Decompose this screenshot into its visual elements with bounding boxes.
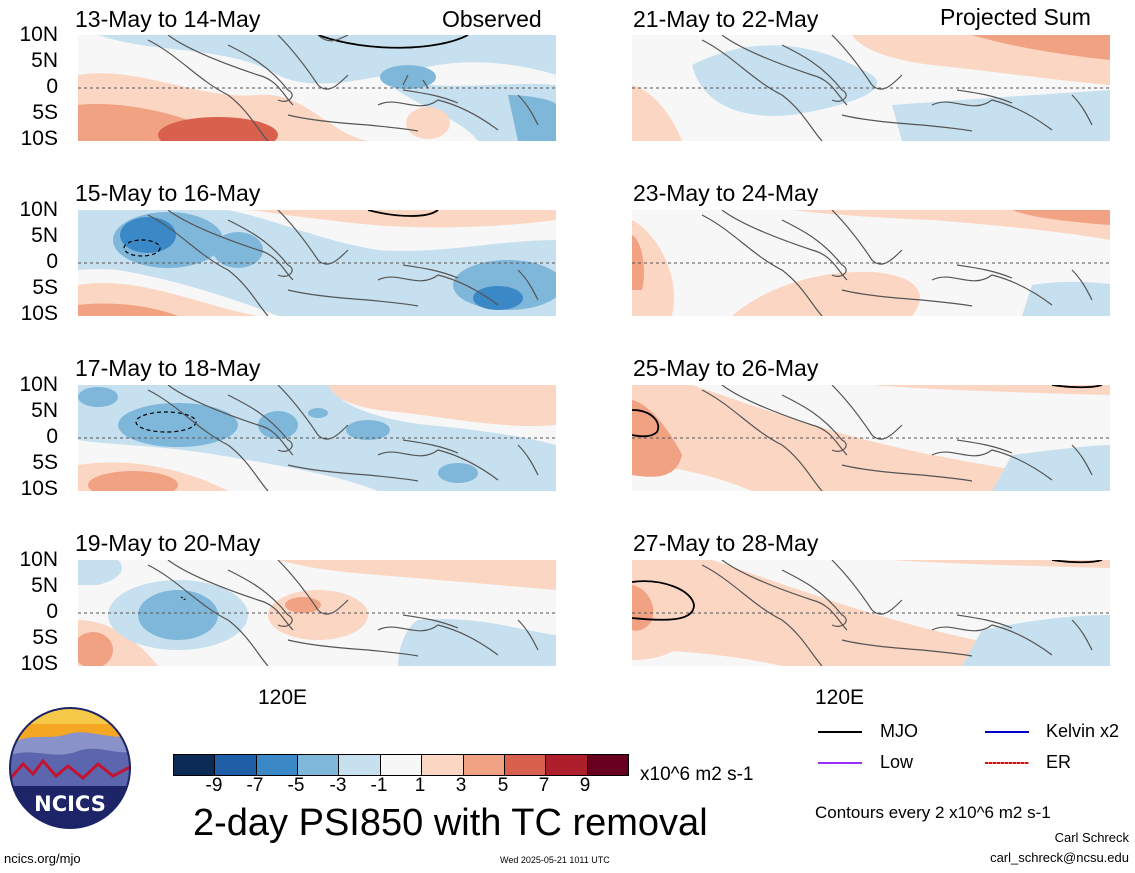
legend-label-mjo: MJO — [880, 721, 918, 741]
panel-title: 17-May to 18-May — [75, 355, 261, 381]
lat-label-10n: 10N — [19, 548, 58, 571]
map-panel-left-1 — [78, 35, 556, 141]
legend-swatch-low — [818, 762, 862, 764]
colorbar-swatch — [174, 755, 215, 775]
map-panel-left-4 — [78, 560, 556, 666]
panel-title: 21-May to 22-May — [633, 6, 819, 32]
colorbar-tick: -3 — [329, 775, 347, 796]
contour-note: Contours every 2 x10^6 m2 s-1 — [815, 803, 1051, 822]
footer-email[interactable]: carl_schreck@ncsu.edu — [990, 850, 1129, 865]
footer-url[interactable]: ncics.org/mjo — [4, 851, 81, 866]
legend-label-er: ER — [1046, 752, 1072, 772]
colorbar-labels: -9 -7 -5 -3 -1 1 3 5 7 9 — [173, 775, 627, 799]
lat-label-10s: 10S — [20, 302, 58, 325]
panel-title: 27-May to 28-May — [633, 530, 819, 556]
colorbar-tick: 9 — [579, 775, 591, 796]
lat-label-10n: 10N — [19, 373, 58, 396]
colorbar-tick: 5 — [497, 775, 509, 796]
lat-label-10s: 10S — [20, 127, 58, 150]
colorbar-swatch — [338, 755, 380, 775]
map-panel-left-3 — [78, 385, 556, 491]
projected-sum-label: Projected Sum — [940, 4, 1091, 30]
lat-label-5s: 5S — [32, 451, 58, 474]
colorbar-tick: 7 — [538, 775, 550, 796]
colorbar-swatch — [462, 755, 504, 775]
lat-label-0: 0 — [46, 425, 58, 448]
colorbar-swatch — [255, 755, 298, 775]
lat-label-5s: 5S — [32, 101, 58, 124]
lat-label-5s: 5S — [32, 276, 58, 299]
legend-label-low: Low — [880, 752, 914, 772]
figure-title: 2-day PSI850 with TC removal — [193, 802, 708, 844]
lat-label-10s: 10S — [20, 477, 58, 500]
colorbar-swatch — [379, 755, 422, 775]
lat-label-0: 0 — [46, 250, 58, 273]
lat-label-5n: 5N — [31, 224, 58, 247]
lat-label-5n: 5N — [31, 399, 58, 422]
map-panel-right-3 — [632, 385, 1110, 491]
colorbar-units: x10^6 m2 s-1 — [640, 764, 754, 785]
panel-title: 25-May to 26-May — [633, 355, 819, 381]
colorbar — [173, 754, 629, 776]
colorbar-swatch — [214, 755, 256, 775]
lat-label-0: 0 — [46, 75, 58, 98]
legend-swatch-mjo — [818, 731, 862, 733]
observed-label: Observed — [442, 6, 542, 32]
panel-title: 15-May to 16-May — [75, 180, 261, 206]
legend-swatch-er — [985, 762, 1029, 764]
ncics-logo-graphic — [9, 707, 131, 829]
panel-title: 23-May to 24-May — [633, 180, 819, 206]
map-panel-right-2 — [632, 210, 1110, 316]
lat-label-5s: 5S — [32, 626, 58, 649]
legend-label-kelvin: Kelvin x2 — [1046, 721, 1120, 741]
lat-label-10n: 10N — [19, 198, 58, 221]
colorbar-swatch — [421, 755, 463, 775]
colorbar-swatch — [545, 755, 587, 775]
panel-title: 13-May to 14-May — [75, 6, 261, 32]
legend-swatch-kelvin — [985, 731, 1029, 733]
lat-label-10s: 10S — [20, 652, 58, 675]
lat-label-10n: 10N — [19, 23, 58, 46]
colorbar-tick: -9 — [205, 775, 223, 796]
lat-label-5n: 5N — [31, 574, 58, 597]
lat-label-0: 0 — [46, 600, 58, 623]
panel-title: 19-May to 20-May — [75, 530, 261, 556]
footer-timestamp: Wed 2025-05-21 1011 UTC — [500, 855, 610, 865]
footer-author: Carl Schreck — [1054, 830, 1129, 845]
map-panel-right-1 — [632, 35, 1110, 141]
colorbar-swatch — [503, 755, 546, 775]
lon-label-right: 120E — [815, 686, 865, 709]
colorbar-swatch — [297, 755, 339, 775]
ncics-logo: NCICS — [8, 706, 132, 830]
map-panel-left-2 — [78, 210, 556, 316]
map-panel-right-4 — [632, 560, 1110, 666]
colorbar-tick: -1 — [370, 775, 388, 796]
colorbar-tick: -5 — [287, 775, 305, 796]
lat-label-5n: 5N — [31, 49, 58, 72]
colorbar-tick: -7 — [246, 775, 264, 796]
colorbar-tick: 1 — [414, 775, 426, 796]
ncics-logo-text: NCICS — [34, 792, 106, 816]
colorbar-swatch — [586, 755, 628, 775]
colorbar-tick: 3 — [455, 775, 467, 796]
lon-label-left: 120E — [258, 686, 308, 709]
